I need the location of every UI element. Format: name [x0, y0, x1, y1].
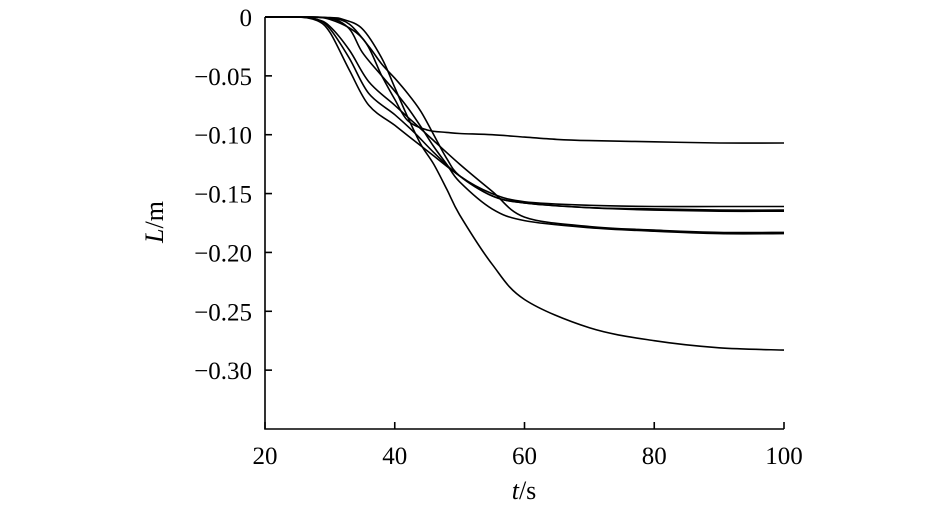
series-line-3: [264, 16, 784, 208]
y-tick-label: −0.25: [194, 299, 252, 326]
series-line-4: [264, 15, 785, 213]
y-tick-label: −0.30: [194, 358, 252, 385]
x-tick-label: 80: [642, 443, 667, 470]
series-layer: [264, 15, 785, 351]
x-tick-label: 60: [512, 443, 537, 470]
x-axis-label: t/s: [512, 476, 537, 505]
y-tick-label: −0.15: [194, 182, 252, 209]
y-tick-label: −0.20: [194, 240, 252, 267]
x-tick-label: 100: [765, 443, 803, 470]
y-axis-label-unit: /m: [140, 201, 169, 228]
series-line-7: [264, 16, 785, 235]
series-line-1: [264, 16, 785, 144]
y-tick-label: −0.05: [194, 64, 252, 91]
y-axis-label-var: L: [140, 228, 169, 243]
y-tick-label: −0.10: [194, 123, 252, 150]
series-line-6: [264, 16, 785, 211]
series-line-5: [264, 16, 785, 234]
x-ticks: 20 40 60 80 100: [253, 422, 803, 470]
y-axis-label: L/m: [140, 201, 169, 244]
axes-layer: [264, 17, 784, 430]
y-tick-label: 0: [240, 5, 253, 32]
x-tick-label: 40: [382, 443, 407, 470]
x-tick-label: 20: [253, 443, 278, 470]
x-axis-label-unit: /s: [519, 476, 536, 505]
x-axis-label-var: t: [512, 476, 520, 505]
y-ticks: 0 −0.05 −0.10 −0.15 −0.20 −0.25 −0.30: [194, 5, 272, 385]
axis-frame: [264, 17, 784, 430]
series-line-2: [264, 16, 785, 351]
